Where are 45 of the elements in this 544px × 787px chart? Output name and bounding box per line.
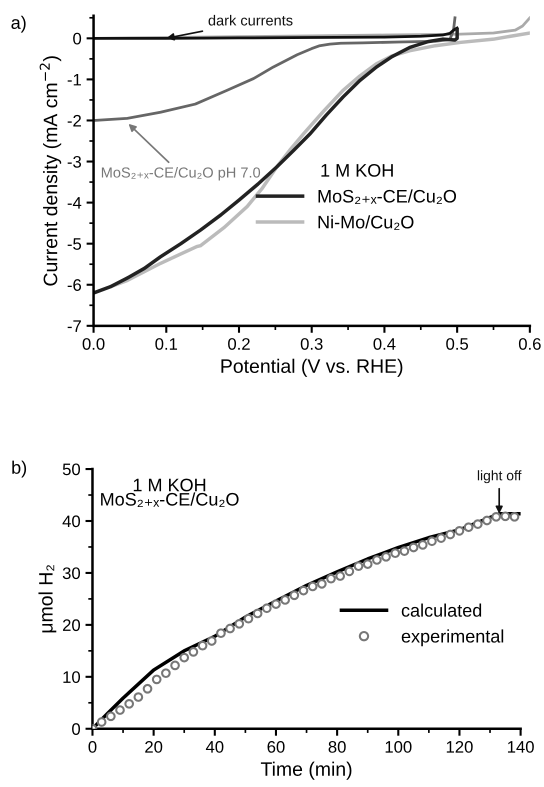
x-tick-label: 0.0 (82, 338, 104, 350)
legend-label: MoS₂₊ₓ-CE/Cu₂O (318, 189, 456, 204)
y-tick-label: -6 (68, 279, 82, 291)
x-tick-label: 0.2 (228, 338, 250, 350)
y-tick-label: -2 (68, 114, 81, 127)
y-tick-label: -5 (68, 238, 82, 250)
y-tick-label: 20 (62, 619, 80, 632)
chart-title: b) (12, 460, 26, 478)
y-tick-label: -1 (68, 74, 81, 86)
x-tick-label: 120 (446, 741, 473, 753)
legend-label: calculated (402, 604, 482, 617)
annotation: dark currents (208, 14, 293, 26)
y-tick-label: 50 (62, 463, 80, 476)
x-tick-label: 100 (386, 741, 412, 753)
x-tick-label: 0.6 (518, 338, 541, 350)
chart-title: a) (11, 16, 26, 33)
y-tick-label: 0 (72, 723, 80, 735)
y-tick-label: -4 (68, 197, 82, 209)
y-tick-label: -7 (68, 320, 81, 332)
x-axis-title: Time (min) (260, 762, 352, 780)
legend-label: experimental (402, 629, 504, 646)
y-tick-label: 40 (62, 515, 80, 528)
x-tick-label: 0.4 (373, 338, 396, 350)
y-tick-label: 30 (62, 567, 80, 580)
x-tick-label: 80 (328, 741, 346, 753)
y-axis-title: Current density (mA cm$^{−2}$) (40, 56, 62, 286)
x-tick-label: 20 (145, 741, 162, 753)
x-tick-label: 140 (508, 741, 534, 753)
x-axis-title: Potential (V vs. RHE) (221, 358, 402, 377)
x-tick-label: 40 (206, 741, 224, 753)
x-tick-label: 0.3 (300, 338, 323, 350)
x-tick-label: 60 (268, 741, 285, 753)
annotation: light off (478, 470, 522, 484)
annotation: MoS₂₊ₓ-CE/Cu₂O pH 7.0 (102, 166, 260, 181)
x-tick-label: 0.5 (446, 338, 468, 350)
x-tick-label: 0 (88, 741, 96, 753)
legend-label: Ni-Mo/Cu₂O (318, 215, 414, 230)
x-tick-label: 0.1 (155, 338, 178, 350)
y-tick-label: 10 (63, 671, 80, 684)
annotation: MoS₂₊ₓ-CE/Cu₂O (101, 492, 239, 508)
y-tick-label: -3 (68, 156, 82, 168)
annotation: 1 M KOH (134, 478, 206, 492)
y-axis-title: μmol H₂ (38, 565, 56, 632)
legend-title: 1 M KOH (321, 164, 393, 177)
y-tick-label: 0 (73, 32, 82, 45)
